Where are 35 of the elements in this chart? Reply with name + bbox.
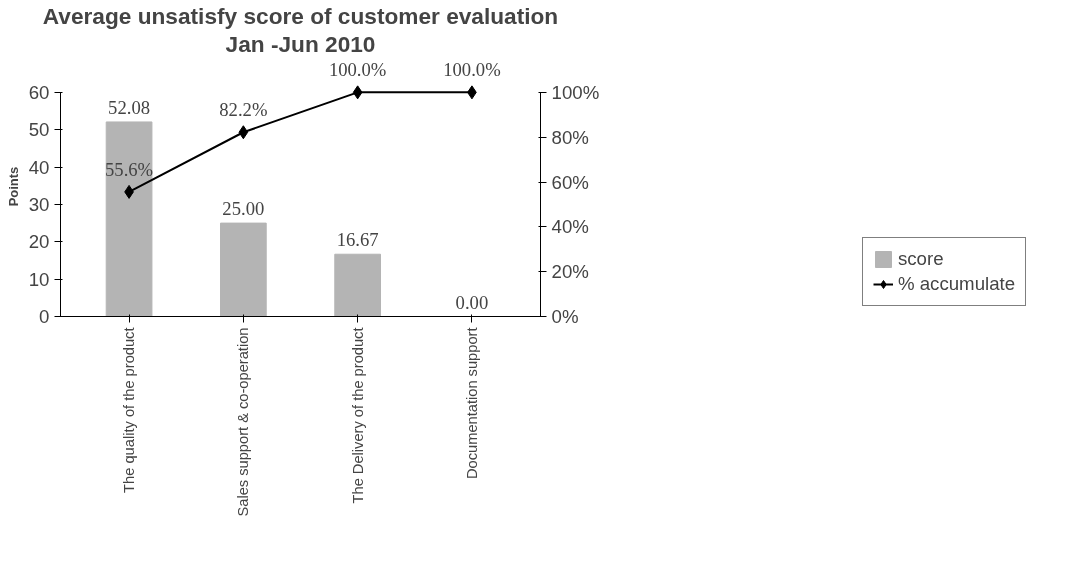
data-label: 16.67 — [336, 229, 379, 251]
data-label: 82.2% — [219, 99, 268, 121]
point — [238, 125, 249, 140]
bar — [220, 222, 267, 317]
y2-tick-label: 40% — [551, 216, 589, 238]
y-tick-label: 20 — [28, 231, 50, 253]
x-tick-label: The quality of the product — [121, 327, 138, 493]
point — [352, 85, 363, 100]
data-label: 55.6% — [104, 158, 154, 180]
x-tick-label: Sales support & co-operation — [235, 327, 252, 517]
data-label: 100.0% — [443, 59, 501, 81]
y-tick-label: 30 — [28, 193, 50, 215]
data-label: 0.00 — [455, 291, 489, 313]
y-tick-label: 50 — [28, 119, 50, 141]
x-tick-label: The Delivery of the product — [349, 327, 366, 504]
y2-tick-label: 0% — [551, 306, 579, 327]
bar — [334, 253, 381, 317]
y-tick-label: 10 — [28, 268, 50, 290]
data-label: 100.0% — [328, 59, 387, 81]
y-tick-label: 60 — [28, 81, 50, 103]
x-tick-label: Documentation support — [463, 327, 480, 480]
y-axis-title: Points — [5, 166, 21, 207]
data-label: 52.08 — [108, 96, 151, 118]
legend-label: % accumulate — [897, 273, 1016, 295]
y2-tick-label: 60% — [551, 171, 589, 193]
bar — [105, 121, 153, 317]
y2-tick-label: 20% — [551, 261, 589, 283]
y-tick-label: 40 — [28, 156, 50, 178]
data-label: 25.00 — [222, 198, 265, 220]
y-tick-label: 0 — [39, 306, 50, 327]
y2-tick-label: 80% — [551, 126, 589, 148]
chart-subtitle: Jan -Jun 2010 — [225, 30, 376, 57]
y2-tick-label: 100% — [551, 81, 600, 103]
legend-label: score — [897, 248, 944, 270]
chart-title: Average unsatisfy score of customer evaluation — [42, 2, 559, 29]
